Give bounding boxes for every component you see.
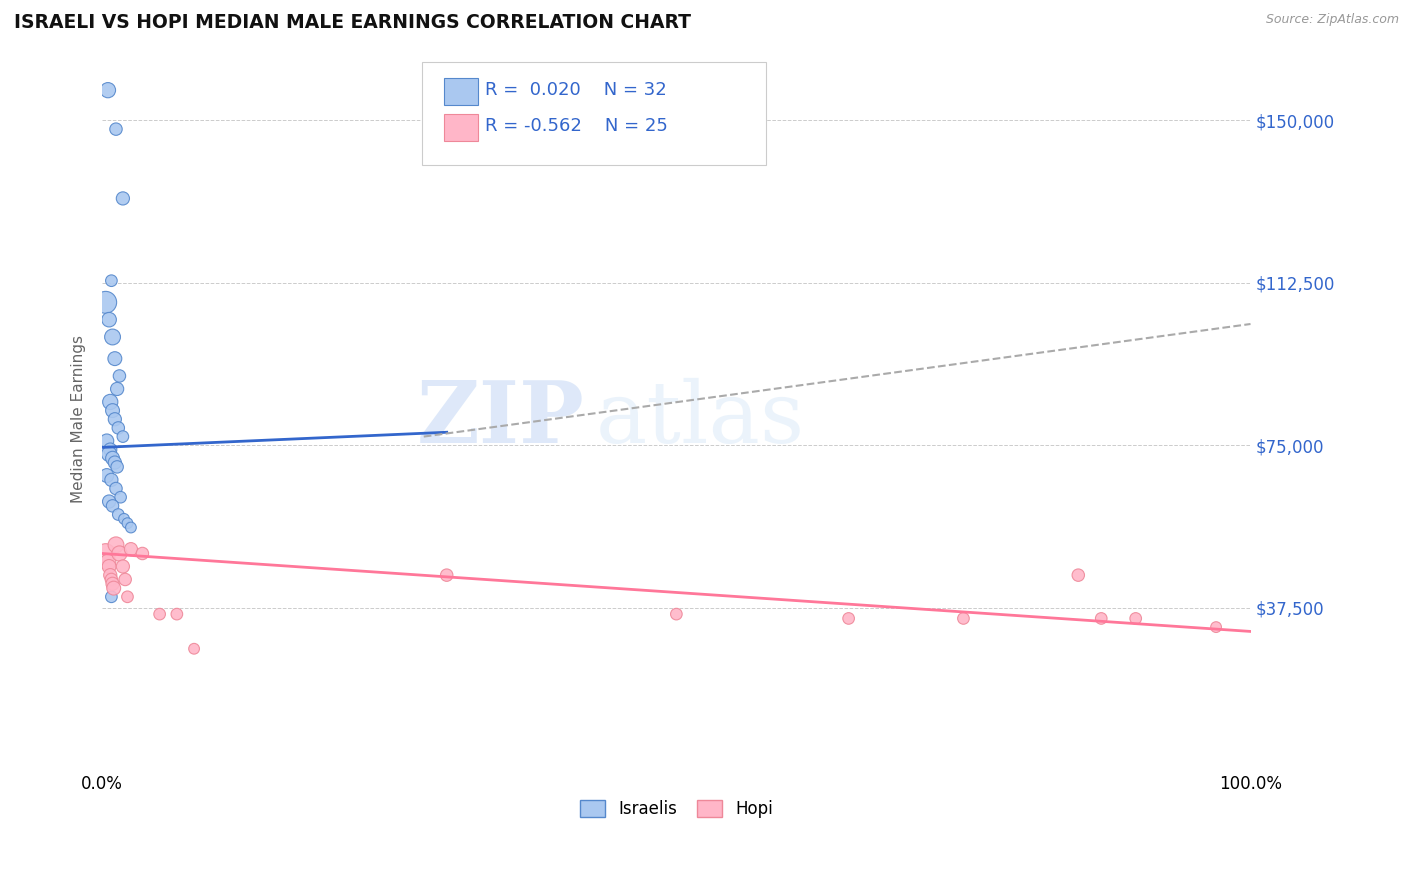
Point <box>94 295 117 310</box>
Point <box>838 611 860 625</box>
Point <box>131 547 153 561</box>
Text: R =  0.020    N = 32: R = 0.020 N = 32 <box>485 81 666 99</box>
Point <box>1205 620 1227 634</box>
Text: R = -0.562    N = 25: R = -0.562 N = 25 <box>485 117 668 135</box>
Point <box>120 520 142 534</box>
Point <box>100 573 122 587</box>
Point <box>98 395 121 409</box>
Point <box>108 547 131 561</box>
Point <box>101 499 124 513</box>
Point <box>111 191 134 205</box>
Point <box>436 568 458 582</box>
Point <box>101 451 124 466</box>
Point <box>110 490 132 504</box>
Point <box>114 573 136 587</box>
Point <box>1125 611 1147 625</box>
Text: Source: ZipAtlas.com: Source: ZipAtlas.com <box>1265 13 1399 27</box>
Point <box>1090 611 1112 625</box>
Point <box>111 559 134 574</box>
Point <box>120 542 142 557</box>
Point <box>104 482 127 496</box>
Point <box>100 274 122 288</box>
Point <box>94 547 117 561</box>
Point <box>952 611 974 625</box>
Point <box>98 312 121 326</box>
Text: atlas: atlas <box>596 377 806 461</box>
Point <box>100 590 122 604</box>
Point <box>104 412 127 426</box>
Legend: Israelis, Hopi: Israelis, Hopi <box>574 793 780 825</box>
Point <box>104 538 127 552</box>
Point <box>107 421 129 435</box>
Point <box>98 559 121 574</box>
Point <box>1067 568 1090 582</box>
Y-axis label: Median Male Earnings: Median Male Earnings <box>72 335 86 503</box>
Point <box>149 607 172 621</box>
Point <box>117 516 139 531</box>
Point <box>97 83 120 97</box>
Point <box>104 122 127 136</box>
Point <box>101 576 124 591</box>
Point <box>117 590 139 604</box>
Point <box>108 368 131 383</box>
Point <box>96 468 118 483</box>
Point <box>97 555 120 569</box>
Point <box>107 508 129 522</box>
Point <box>98 442 121 457</box>
Point <box>104 456 127 470</box>
Point <box>101 403 124 417</box>
Point <box>166 607 188 621</box>
Point <box>98 494 121 508</box>
Point <box>105 382 128 396</box>
Point <box>104 351 127 366</box>
Point <box>101 330 124 344</box>
Point <box>183 641 205 656</box>
Point <box>112 512 135 526</box>
Point <box>103 581 125 595</box>
Point <box>100 473 122 487</box>
Text: ISRAELI VS HOPI MEDIAN MALE EARNINGS CORRELATION CHART: ISRAELI VS HOPI MEDIAN MALE EARNINGS COR… <box>14 13 692 32</box>
Point <box>105 459 128 474</box>
Point <box>111 429 134 443</box>
Point <box>96 434 118 448</box>
Point <box>665 607 688 621</box>
Text: ZIP: ZIP <box>416 377 585 461</box>
Point <box>98 568 121 582</box>
Point <box>98 447 121 461</box>
